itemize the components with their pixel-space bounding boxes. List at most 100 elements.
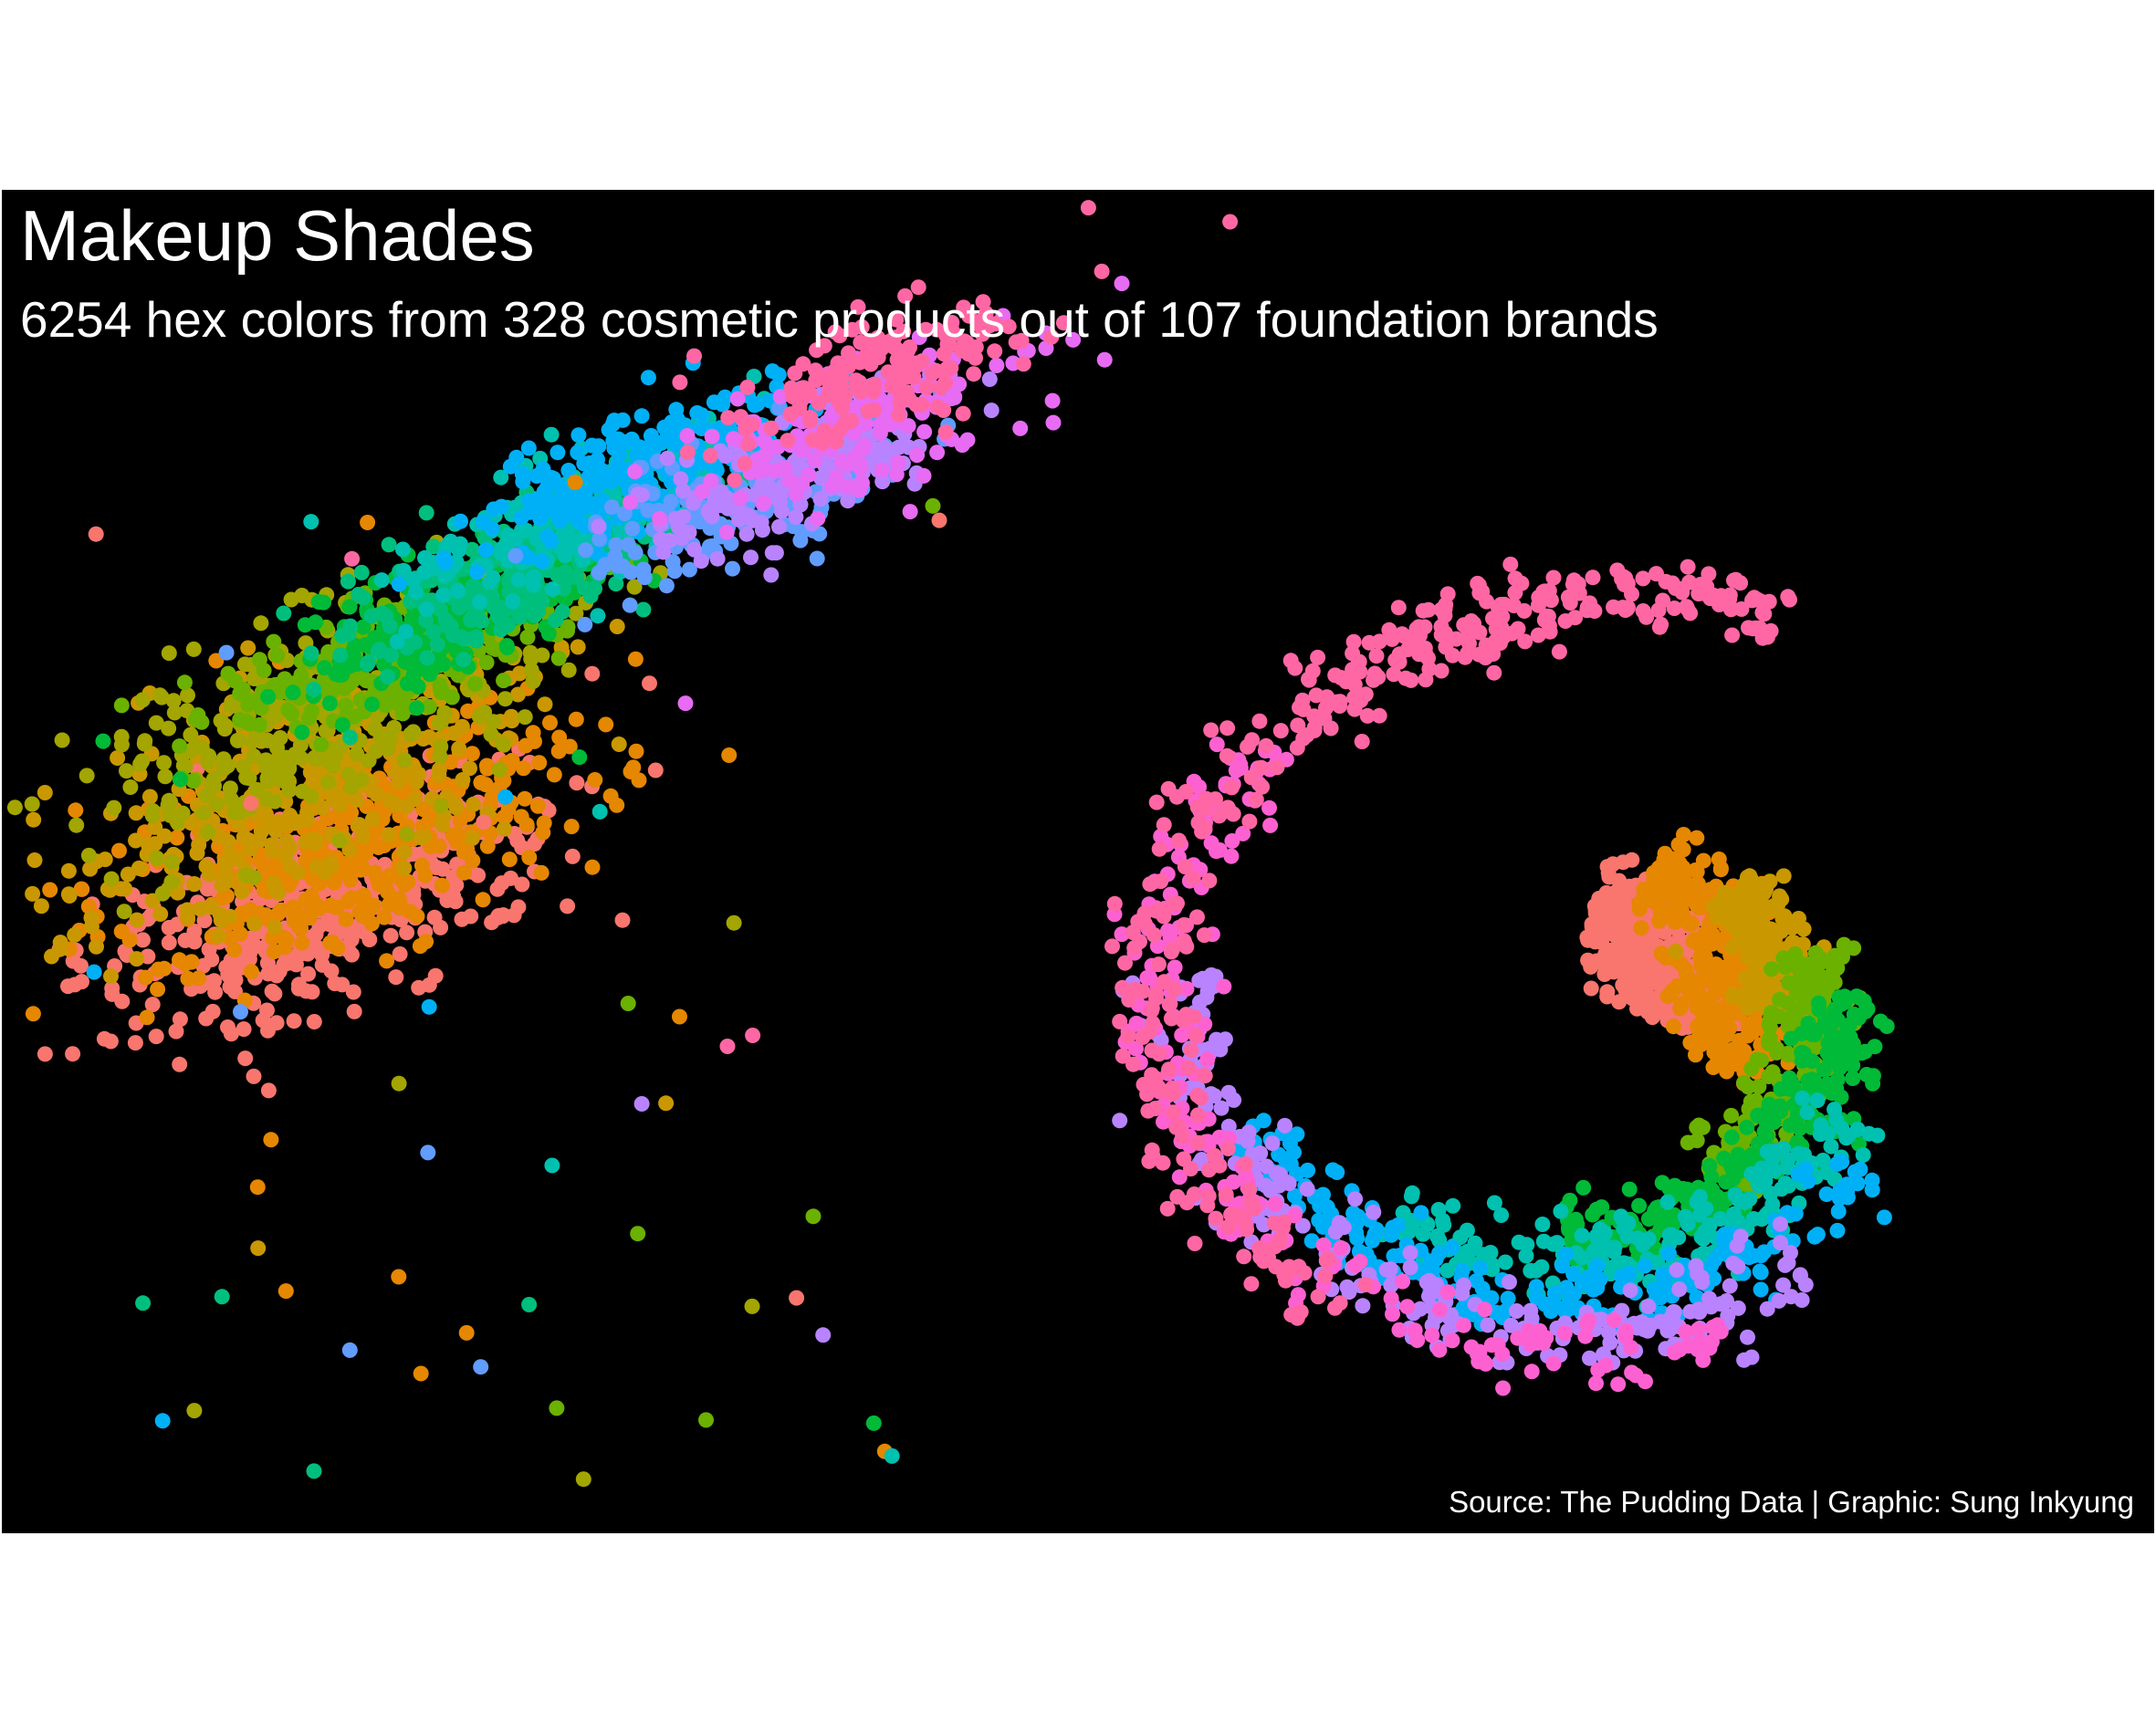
scatter-point (833, 454, 850, 470)
scatter-point (1865, 1068, 1881, 1084)
scatter-point (909, 447, 926, 464)
scatter-point (138, 969, 153, 986)
scatter-point (1566, 1286, 1582, 1302)
scatter-point (381, 537, 397, 553)
scatter-point (727, 472, 743, 488)
scatter-point (1701, 1017, 1718, 1033)
scatter-point (1854, 1045, 1870, 1061)
scatter-point (251, 731, 267, 747)
scatter-point (421, 663, 437, 679)
scatter-point (564, 848, 581, 864)
scatter-point (343, 778, 360, 795)
scatter-point (151, 961, 167, 977)
scatter-point (1428, 1251, 1444, 1268)
scatter-point (937, 424, 954, 440)
scatter-point (1012, 420, 1029, 436)
scatter-point (349, 791, 365, 808)
scatter-point (220, 665, 236, 682)
scatter-point (571, 749, 588, 766)
scatter-point (226, 942, 243, 958)
scatter-points-right (1104, 556, 1895, 1396)
scatter-point (54, 732, 70, 748)
scatter-point (537, 696, 553, 713)
scatter-point (277, 1283, 294, 1300)
scatter-point (323, 857, 340, 873)
scatter-point (407, 634, 424, 651)
scatter-point (111, 842, 127, 859)
scatter-point (465, 852, 481, 869)
scatter-point (242, 902, 258, 918)
scatter-point (303, 645, 319, 662)
scatter-point (1675, 841, 1691, 858)
scatter-point (802, 410, 819, 425)
scatter-point (200, 824, 216, 841)
scatter-point (425, 623, 442, 640)
scatter-point (902, 504, 918, 520)
scatter-point (298, 811, 315, 828)
scatter-point (581, 455, 598, 471)
scatter-point (1689, 830, 1705, 846)
scatter-point (198, 1010, 215, 1027)
scatter-point (1716, 1150, 1732, 1166)
scatter-point (731, 512, 748, 528)
scatter-point (341, 658, 358, 674)
scatter-point (457, 631, 473, 647)
scatter-point (199, 881, 215, 897)
scatter-point (396, 860, 413, 876)
scatter-point (294, 724, 310, 740)
scatter-point (777, 460, 793, 476)
scatter-point (567, 475, 583, 490)
scatter-point (609, 619, 625, 634)
scatter-point (139, 1009, 155, 1026)
scatter-point (675, 483, 691, 499)
scatter-point (698, 1412, 714, 1428)
scatter-point (1716, 966, 1732, 983)
scatter-point (587, 772, 603, 788)
scatter-point (491, 762, 508, 778)
scatter-point (672, 374, 688, 391)
scatter-point (1705, 1060, 1722, 1075)
scatter-point (624, 520, 641, 537)
scatter-point (828, 434, 844, 450)
scatter-point (658, 1095, 675, 1112)
scatter-point (1830, 1203, 1847, 1219)
scatter-point (335, 864, 351, 881)
scatter-point (1665, 1019, 1681, 1035)
scatter-point (1780, 1047, 1796, 1063)
scatter-point (220, 1019, 235, 1035)
scatter-point (246, 915, 263, 932)
scatter-point (866, 402, 882, 418)
scatter-point (381, 827, 397, 843)
scatter-point (141, 836, 157, 852)
scatter-point (1575, 1179, 1592, 1196)
scatter-point (1561, 1219, 1576, 1236)
scatter-point (1772, 1098, 1788, 1114)
scatter-point (321, 695, 338, 712)
scatter-point (476, 814, 492, 831)
scatter-point (113, 728, 130, 745)
scatter-point (1439, 1262, 1456, 1279)
scatter-point (1631, 895, 1648, 912)
scatter-point (349, 746, 365, 762)
scatter-point (1065, 331, 1082, 348)
scatter-point (172, 1011, 188, 1028)
scatter-point (686, 541, 703, 558)
scatter-point (1744, 946, 1761, 962)
scatter-point (560, 898, 576, 914)
scatter-point (236, 656, 253, 673)
scatter-point (451, 542, 467, 559)
scatter-point (715, 396, 730, 413)
scatter-point (640, 370, 656, 386)
scatter-point (172, 952, 187, 968)
scatter-point (24, 796, 40, 812)
scatter-point (305, 871, 321, 887)
scatter-point (86, 964, 102, 980)
scatter-point (866, 376, 883, 392)
scatter-point (1114, 276, 1130, 292)
scatter-point (403, 611, 420, 628)
scatter-point (1755, 917, 1772, 934)
scatter-point (764, 545, 780, 561)
scatter-point (560, 662, 577, 678)
scatter-point (439, 618, 455, 634)
scatter-point (222, 908, 238, 925)
